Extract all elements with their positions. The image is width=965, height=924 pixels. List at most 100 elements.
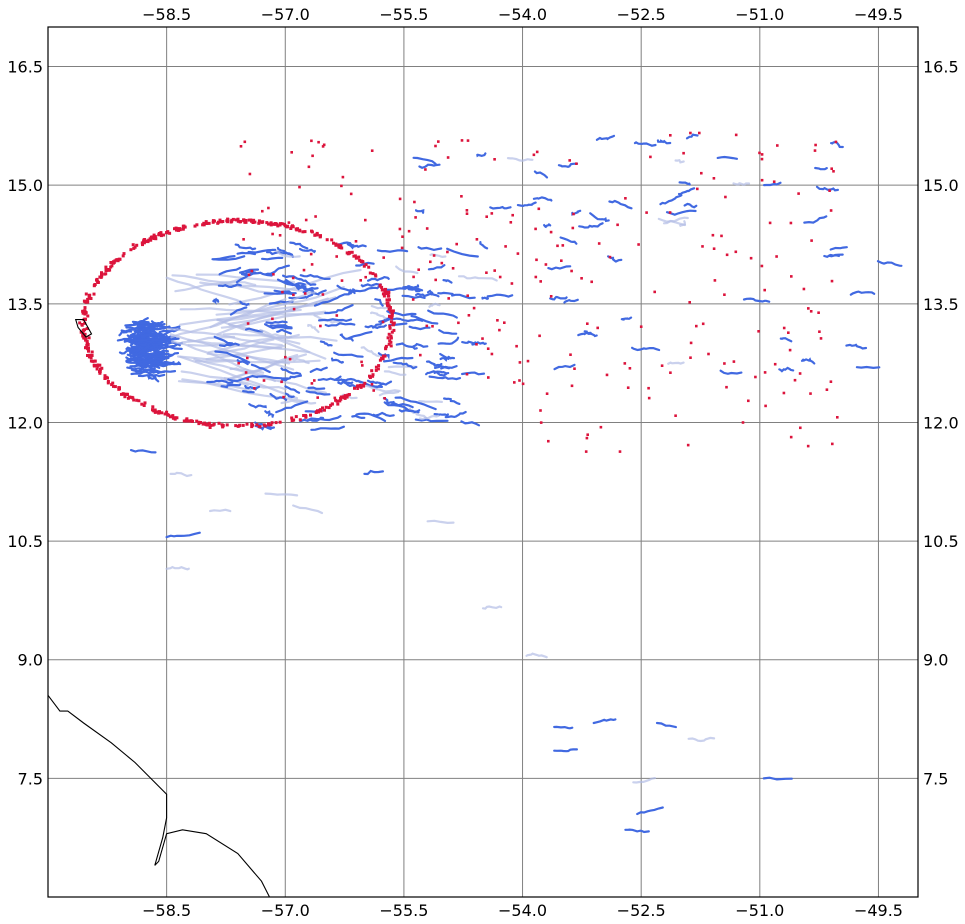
particle-marker xyxy=(336,243,340,247)
trajectory-line xyxy=(439,352,450,360)
particle-marker xyxy=(720,234,723,238)
trajectory-line xyxy=(229,367,265,374)
particle-marker xyxy=(81,334,85,338)
particle-marker xyxy=(356,384,360,388)
particle-marker xyxy=(334,242,338,246)
particle-marker xyxy=(725,385,728,389)
particle-marker xyxy=(109,265,113,269)
particle-marker xyxy=(590,280,593,284)
lat-tick-label-right: 10.5 xyxy=(923,532,959,551)
trajectory-line xyxy=(313,293,346,307)
particle-marker xyxy=(361,383,365,387)
trajectory-line xyxy=(849,290,876,296)
trajectory-line xyxy=(236,251,256,256)
particle-marker xyxy=(389,336,393,340)
trajectory-line xyxy=(370,305,390,310)
trajectory-line xyxy=(261,256,284,261)
particle-marker xyxy=(98,371,102,375)
particle-marker xyxy=(167,413,171,417)
particle-marker xyxy=(389,334,393,338)
particle-marker xyxy=(832,170,835,173)
particle-marker xyxy=(668,211,672,214)
particle-marker xyxy=(159,231,163,235)
particle-marker xyxy=(319,324,322,328)
particle-marker xyxy=(532,153,536,157)
particle-marker xyxy=(580,277,583,280)
trajectory-line xyxy=(398,409,421,414)
particle-marker xyxy=(575,162,578,165)
particle-marker xyxy=(291,276,295,280)
particle-marker xyxy=(358,258,362,262)
trajectory-line xyxy=(829,246,848,251)
particle-marker xyxy=(247,218,251,222)
particle-marker xyxy=(131,243,135,247)
trajectory-line xyxy=(412,342,429,348)
trajectory-line xyxy=(412,156,437,166)
particle-marker xyxy=(466,294,469,297)
trajectory-line xyxy=(451,293,476,300)
particle-marker xyxy=(446,250,449,254)
particle-marker xyxy=(112,261,115,265)
particle-marker xyxy=(121,392,125,396)
particle-marker xyxy=(185,419,189,423)
particle-marker xyxy=(135,243,139,247)
trajectory-line xyxy=(779,337,793,343)
particle-marker xyxy=(262,423,266,427)
particle-marker xyxy=(516,252,520,255)
particle-marker xyxy=(431,325,434,328)
trajectory-line xyxy=(656,139,672,145)
particle-marker xyxy=(419,353,422,357)
particle-marker xyxy=(451,267,455,270)
particle-marker xyxy=(335,255,338,258)
particle-marker xyxy=(84,292,88,296)
particle-marker xyxy=(110,383,114,387)
trajectory-line xyxy=(624,828,650,834)
particle-marker xyxy=(425,227,429,230)
particle-marker xyxy=(689,356,692,359)
trajectory-line xyxy=(130,327,161,338)
particle-marker xyxy=(539,280,542,283)
particle-marker xyxy=(182,224,186,228)
trajectory-line xyxy=(665,209,697,216)
particle-marker xyxy=(669,134,672,137)
trajectory-line xyxy=(227,296,337,325)
trajectory-line xyxy=(239,300,250,307)
particle-marker xyxy=(432,254,436,257)
particle-marker xyxy=(513,381,516,384)
particle-marker xyxy=(248,172,252,176)
particle-marker xyxy=(660,364,664,367)
particle-marker xyxy=(213,219,216,223)
trajectory-line xyxy=(677,187,696,196)
particle-marker xyxy=(298,185,301,189)
particle-marker xyxy=(363,381,367,385)
particle-marker xyxy=(381,320,385,324)
particle-marker xyxy=(387,298,391,302)
particle-marker xyxy=(392,328,396,332)
particle-marker xyxy=(371,272,375,276)
particle-marker xyxy=(383,291,387,295)
trajectory-line xyxy=(148,354,166,359)
particle-marker xyxy=(140,241,144,245)
particle-marker xyxy=(151,408,154,412)
particle-marker xyxy=(696,187,699,191)
lon-tick-label-top: −55.5 xyxy=(379,5,428,24)
particle-marker xyxy=(472,306,476,310)
trajectory-line xyxy=(212,297,220,306)
particle-marker xyxy=(152,233,156,237)
trajectory-line xyxy=(363,384,401,393)
trajectory-line xyxy=(245,327,264,333)
particle-marker xyxy=(400,246,404,250)
trajectory-line xyxy=(437,291,454,296)
trajectory-line xyxy=(127,358,149,364)
particle-marker xyxy=(165,410,169,414)
trajectory-line xyxy=(427,264,446,271)
particle-marker xyxy=(292,293,295,297)
particle-marker xyxy=(217,220,220,224)
particle-marker xyxy=(758,151,761,155)
particle-marker xyxy=(381,354,385,358)
lon-tick-label-bottom: −49.5 xyxy=(854,901,903,920)
particle-marker xyxy=(387,291,391,295)
particle-marker xyxy=(96,280,100,284)
trajectory-line xyxy=(169,471,193,478)
particle-marker xyxy=(503,321,506,324)
